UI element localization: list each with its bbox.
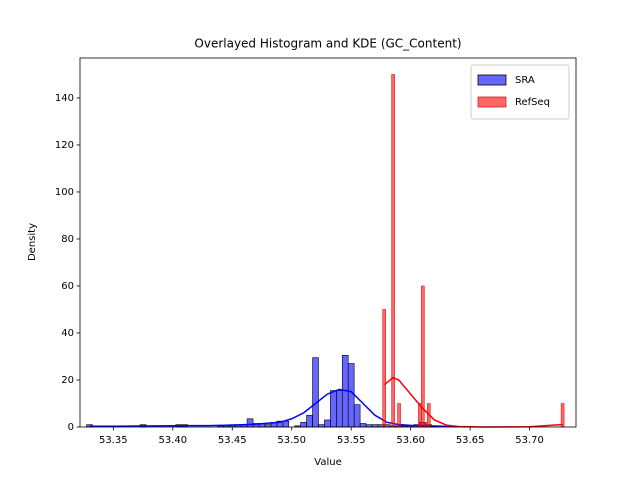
histogram-bar xyxy=(330,390,337,428)
y-tick-label: 0 xyxy=(68,422,74,433)
histogram-bar xyxy=(359,423,367,428)
histogram-bar xyxy=(312,357,319,428)
y-tick-label: 40 xyxy=(61,328,74,339)
legend-frame xyxy=(470,64,570,120)
x-axis-label: Value xyxy=(314,457,341,468)
kde-line xyxy=(89,388,459,428)
x-tick-label: 53.55 xyxy=(337,435,366,446)
histogram-bar xyxy=(300,421,307,428)
y-tick-label: 120 xyxy=(55,140,74,151)
histogram-bar xyxy=(246,418,254,428)
x-tick-label: 53.65 xyxy=(456,435,485,446)
histogram-bar xyxy=(424,421,428,428)
y-tick-label: 140 xyxy=(55,93,74,104)
histogram-bar xyxy=(421,285,425,428)
x-tick-label: 53.35 xyxy=(99,435,128,446)
histogram-bar xyxy=(397,403,401,428)
histogram-bar xyxy=(391,74,395,428)
histogram-bar xyxy=(382,309,386,428)
legend-label: RefSeq xyxy=(515,97,550,108)
legend-label: SRA xyxy=(515,75,535,86)
histogram-bar xyxy=(347,363,355,428)
histogram-bar xyxy=(282,420,290,428)
kde-line xyxy=(384,376,563,428)
legend-swatch xyxy=(477,96,507,108)
x-tick-label: 53.70 xyxy=(515,435,544,446)
y-tick-label: 80 xyxy=(61,234,74,245)
chart-title: Overlayed Histogram and KDE (GC_Content) xyxy=(194,37,461,51)
axes-frame xyxy=(79,57,577,428)
y-tick-label: 100 xyxy=(55,187,74,198)
legend-swatch xyxy=(477,74,507,86)
x-tick-label: 53.50 xyxy=(277,435,306,446)
y-tick-label: 20 xyxy=(61,375,74,386)
y-tick-label: 60 xyxy=(61,281,74,292)
y-axis-label: Density xyxy=(27,223,38,261)
x-tick-label: 53.40 xyxy=(158,435,187,446)
legend: SRA RefSeq xyxy=(470,64,570,120)
histogram-bar xyxy=(353,404,361,428)
x-tick-label: 53.45 xyxy=(218,435,247,446)
histogram-bar xyxy=(324,419,331,428)
histogram-bar xyxy=(336,390,343,428)
histogram-bar xyxy=(560,403,565,428)
histogram-bar xyxy=(306,414,313,428)
x-tick-label: 53.60 xyxy=(396,435,425,446)
